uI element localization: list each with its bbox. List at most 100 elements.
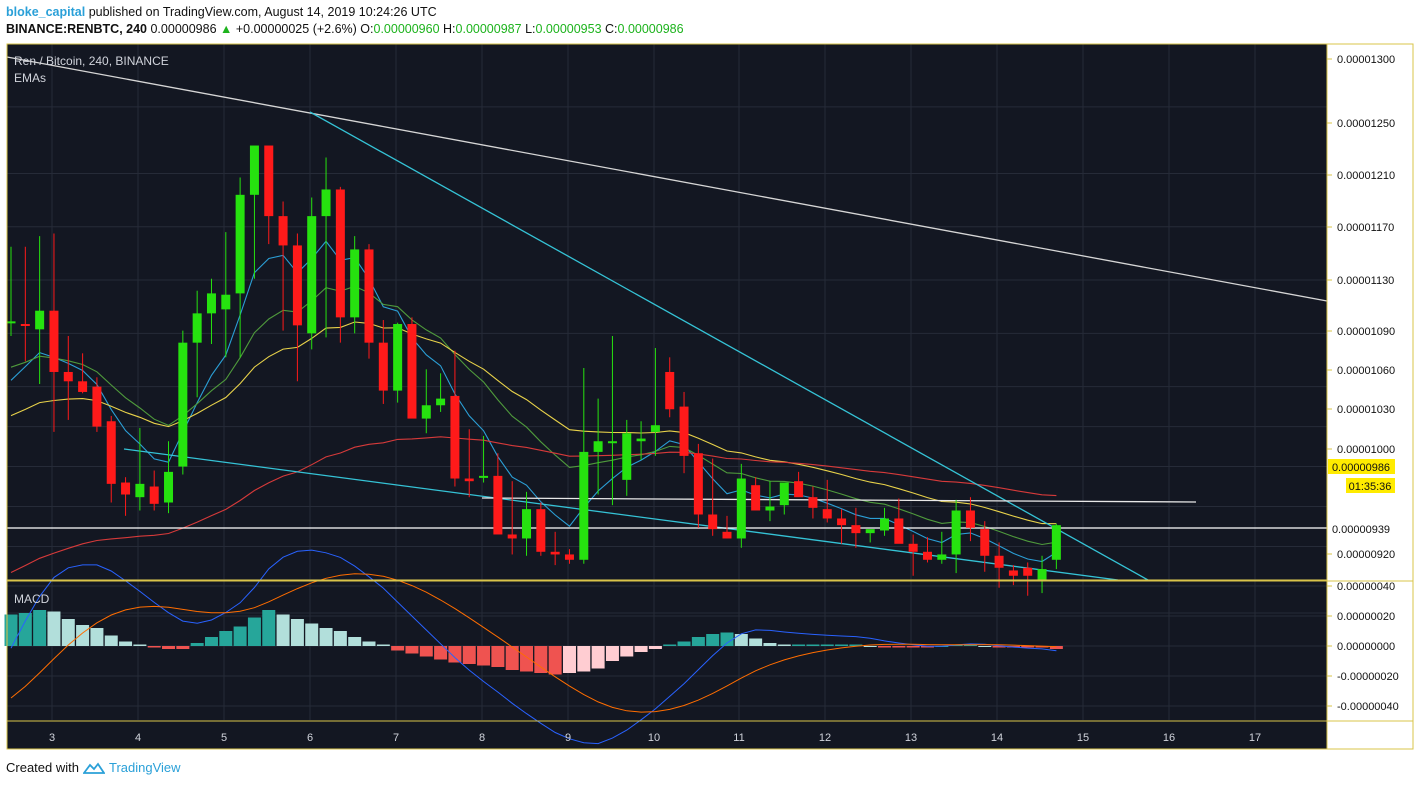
macd-histogram-bar — [276, 614, 290, 646]
candle-body — [292, 245, 302, 326]
price-change: +0.00000025 (+2.6%) — [235, 22, 357, 36]
current-price-text: 0.00000986 — [1332, 462, 1390, 474]
macd-histogram-bar — [892, 646, 906, 648]
macd-histogram-bar — [434, 646, 448, 660]
candle-body — [980, 529, 990, 556]
macd-tick-label: 0.00000020 — [1337, 611, 1395, 623]
candle-body — [63, 371, 73, 382]
macd-histogram-bar — [648, 646, 662, 649]
macd-histogram-bar — [906, 646, 920, 648]
candle-body — [335, 189, 345, 318]
macd-histogram-bar — [920, 646, 934, 648]
macd-histogram-bar — [548, 646, 562, 675]
x-tick-label: 4 — [135, 732, 141, 744]
macd-histogram-bar — [520, 646, 534, 672]
macd-line — [10, 549, 1057, 745]
macd-histogram-bar — [90, 628, 104, 646]
close-value: 0.00000986 — [617, 22, 684, 36]
macd-histogram-bar — [247, 617, 261, 646]
y-tick-label: 0.00001170 — [1337, 222, 1394, 234]
frame — [6, 43, 1414, 750]
axes: 0.00001300 0.00001250 0.00001210 0.00001170… — [49, 54, 1399, 744]
candle-body — [264, 145, 274, 217]
candle-body — [6, 321, 16, 324]
macd-tick-label: -0.00000040 — [1337, 701, 1399, 713]
low-value: 0.00000953 — [535, 22, 602, 36]
level-price-tag — [1328, 521, 1395, 536]
y-tick-label: 0.00001000 — [1337, 444, 1395, 456]
candle-body — [550, 551, 560, 555]
macd-histogram-bar — [978, 646, 992, 647]
macd-histogram-bar — [992, 646, 1006, 648]
macd-histogram-bar — [462, 646, 476, 664]
macd-histogram-bar — [233, 626, 247, 646]
y-tick-label: 0.00001060 — [1337, 365, 1395, 377]
macd-pane — [4, 549, 1063, 745]
last-price: 0.00000986 — [150, 22, 217, 36]
macd-histogram-bar — [663, 644, 677, 646]
x-tick-label: 3 — [49, 732, 55, 744]
candle-body — [421, 405, 431, 419]
candle-body — [607, 441, 617, 444]
macd-histogram-bar — [963, 644, 977, 646]
macd-histogram-bar — [33, 610, 47, 646]
macd-histogram-bar — [878, 646, 892, 648]
candle-body — [708, 514, 718, 530]
macd-histogram-bar — [620, 646, 634, 657]
macd-histogram-bar — [305, 623, 319, 646]
x-tick-label: 7 — [393, 732, 399, 744]
x-tick-label: 14 — [991, 732, 1003, 744]
ohlc-line: BINANCE:RENBTC, 240 0.00000986 ▲ +0.0000… — [6, 22, 684, 36]
candle-body — [479, 475, 489, 478]
macd-histogram-bar — [677, 641, 691, 646]
macd-histogram-bar — [505, 646, 519, 670]
candle-body — [736, 478, 746, 539]
macd-histogram-bar — [119, 641, 133, 646]
macd-histogram-bar — [290, 619, 304, 646]
signal-line — [10, 573, 1057, 713]
trendlines[interactable] — [6, 56, 1328, 581]
macd-histogram-bar — [4, 614, 18, 646]
candle-body — [808, 497, 818, 508]
macd-histogram-bar — [534, 646, 548, 673]
candle-body — [851, 525, 861, 534]
macd-histogram-bar — [777, 644, 791, 646]
author-link[interactable]: bloke_capital — [6, 5, 86, 19]
macd-histogram-bar — [806, 644, 820, 646]
candle-body — [121, 482, 131, 495]
candle-body — [765, 506, 775, 511]
macd-histogram-bar — [147, 646, 161, 648]
open-value: 0.00000960 — [373, 22, 440, 36]
x-tick-label: 13 — [905, 732, 917, 744]
candle-body — [1037, 569, 1047, 582]
macd-histogram-bar — [591, 646, 605, 669]
x-tick-label: 9 — [565, 732, 571, 744]
macd-histogram-bar — [61, 619, 75, 646]
candle-body — [679, 406, 689, 456]
candle-body — [464, 478, 474, 482]
tradingview-brand[interactable]: TradingView — [108, 760, 181, 775]
close-label: C: — [605, 22, 618, 36]
candle-body — [493, 475, 503, 535]
candle-body — [35, 310, 45, 330]
high-label: H: — [443, 22, 456, 36]
macd-histogram-bar — [763, 643, 777, 646]
x-tick-label: 6 — [307, 732, 313, 744]
candle-body — [235, 194, 245, 294]
candle-body — [751, 485, 761, 511]
macd-tick-label: 0.00000000 — [1337, 641, 1395, 653]
macd-histogram-bar — [376, 644, 390, 646]
macd-histogram-bar — [491, 646, 505, 667]
candle-body — [951, 510, 961, 555]
macd-histogram-bar — [691, 637, 705, 646]
candle-body — [522, 509, 532, 539]
macd-histogram-bar — [405, 646, 419, 654]
macd-histogram-bar — [219, 631, 233, 646]
macd-label: MACD — [14, 592, 50, 606]
up-arrow-icon: ▲ — [220, 22, 233, 36]
macd-histogram-bar — [835, 644, 849, 646]
candles — [6, 145, 1061, 596]
cyan-support-line — [123, 448, 1119, 581]
y-tick-label: 0.00001300 — [1337, 54, 1395, 66]
